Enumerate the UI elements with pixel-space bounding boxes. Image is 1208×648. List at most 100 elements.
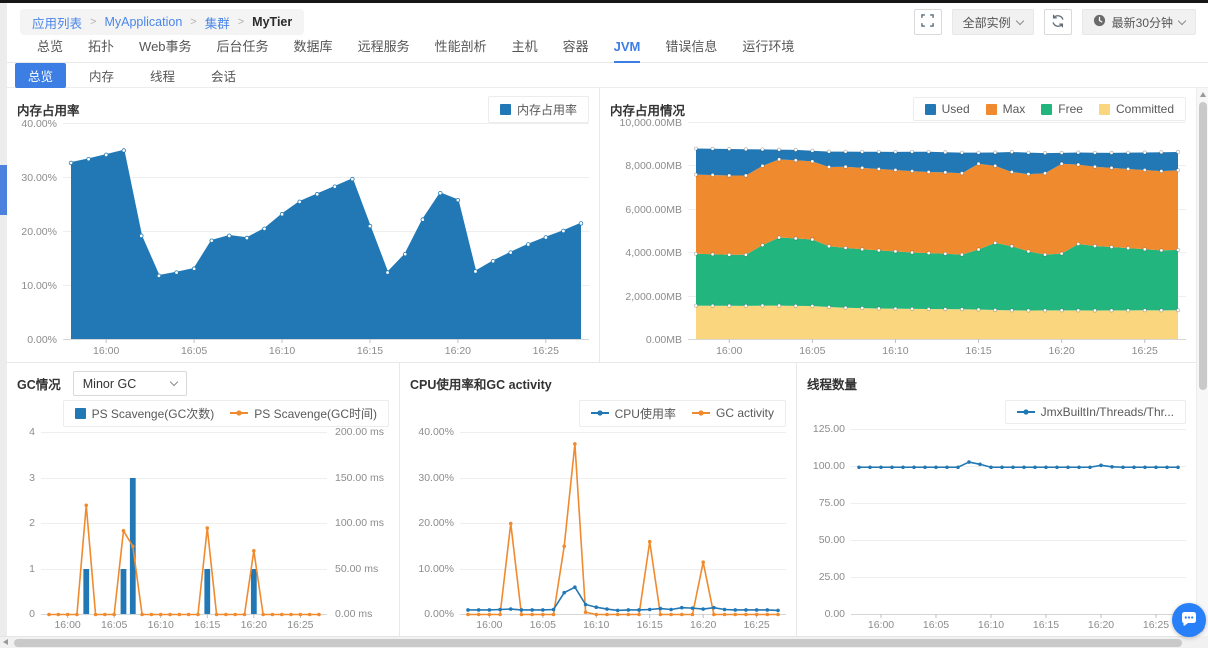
x-axis-label: 16:10 xyxy=(882,344,909,357)
y-axis-label: 4,000.00MB xyxy=(625,246,682,259)
tab-background-tasks[interactable]: 后台任务 xyxy=(216,39,269,54)
scrollbar-corner xyxy=(1196,636,1208,648)
scroll-left-arrow[interactable] xyxy=(3,639,8,645)
y-axis-label: 75.00 xyxy=(818,497,845,509)
legend-item-0[interactable]: 内存占用率 xyxy=(499,101,577,118)
legend-item-0[interactable]: CPU使用率 xyxy=(590,405,676,422)
subtab-threads[interactable]: 线程 xyxy=(150,69,176,84)
legend-label: CPU使用率 xyxy=(614,406,676,421)
refresh-button[interactable] xyxy=(1043,9,1072,35)
y-axis-label: 25.00 xyxy=(818,571,845,583)
jvm-subtab-bar: 总览 内存 线程 会话 xyxy=(7,62,1208,88)
chart-canvas xyxy=(851,428,1186,618)
legend-square-icon xyxy=(499,104,511,115)
legend-item-1[interactable]: Max xyxy=(985,102,1025,116)
tab-hosts[interactable]: 主机 xyxy=(511,39,538,54)
tab-topology[interactable]: 拓扑 xyxy=(88,39,115,54)
x-axis-label: 16:15 xyxy=(356,344,384,357)
time-range-selector[interactable]: 最新30分钟 xyxy=(1081,9,1196,35)
y-axis-right-label: 50.00 ms xyxy=(335,563,379,575)
x-axis-label: 16:10 xyxy=(147,619,174,631)
y-axis-left: 4 3 2 1 0 xyxy=(17,426,41,620)
y-axis-right: 200.00 ms 150.00 ms 100.00 ms 50.00 ms 0.00 … xyxy=(327,426,389,620)
horizontal-scroll-thumb[interactable] xyxy=(14,638,1182,647)
gc-chart: 4 3 2 1 0 16:00 16:05 16:10 16:15 16:20 16:25 200… xyxy=(17,426,389,631)
x-axis-label: 16:00 xyxy=(476,619,503,631)
chart-legend: 内存占用率 xyxy=(487,96,589,123)
y-axis-label: 8,000.00MB xyxy=(625,159,682,172)
plot-area: 16:00 16:05 16:10 16:15 16:20 16:25 xyxy=(63,123,589,357)
tab-web-transactions[interactable]: Web事务 xyxy=(139,39,192,54)
subtab-sessions[interactable]: 会话 xyxy=(211,69,237,84)
x-axis-label: 16:20 xyxy=(1048,344,1075,357)
memory-usage-rate-chart: 40.00% 30.00% 20.00% 10.00% 0.00% 16:00 16:05… xyxy=(17,118,589,357)
y-axis-label: 40.00% xyxy=(21,117,57,130)
legend-label: 内存占用率 xyxy=(516,103,577,117)
x-axis-label: 16:05 xyxy=(180,344,208,357)
vertical-scrollbar[interactable] xyxy=(1196,88,1208,636)
legend-item-3[interactable]: Committed xyxy=(1098,102,1174,116)
breadcrumb-cluster[interactable]: 集群 xyxy=(204,16,230,31)
legend-label: PS Scavenge(GC时间) xyxy=(254,406,377,421)
instance-selector[interactable]: 全部实例 xyxy=(951,9,1034,35)
legend-item-2[interactable]: Free xyxy=(1041,102,1083,116)
x-axis-label: 16:20 xyxy=(690,619,717,631)
left-scroll-thumb[interactable] xyxy=(0,165,7,215)
legend-label: JmxBuiltIn/Threads/Thr... xyxy=(1040,404,1174,419)
x-axis-label: 16:15 xyxy=(194,619,221,631)
tab-profiling[interactable]: 性能剖析 xyxy=(434,39,487,54)
x-axis-label: 16:15 xyxy=(1032,619,1060,631)
legend-line-icon xyxy=(230,410,249,416)
tab-runtime-env[interactable]: 运行环境 xyxy=(742,39,795,54)
legend-item-1[interactable]: PS Scavenge(GC时间) xyxy=(230,405,377,422)
y-axis-right-label: 200.00 ms xyxy=(335,426,385,438)
refresh-icon xyxy=(1051,14,1065,31)
chart-canvas xyxy=(688,122,1186,343)
y-axis-label: 30.00% xyxy=(418,472,454,484)
instance-selector-label: 全部实例 xyxy=(962,15,1011,30)
tab-database[interactable]: 数据库 xyxy=(293,39,333,54)
plot-area: 16:00 16:05 16:10 16:15 16:20 16:25 xyxy=(460,431,786,631)
window-top-edge xyxy=(0,0,1208,3)
legend-item-0[interactable]: PS Scavenge(GC次数) xyxy=(74,405,215,422)
y-axis-label: 100.00 xyxy=(812,460,845,472)
cpu-gc-activity-chart: 40.00% 30.00% 20.00% 10.00% 0.00% 16:00 16:05… xyxy=(410,426,786,631)
tab-jvm[interactable]: JVM xyxy=(613,39,641,63)
y-axis-label: 10.00% xyxy=(21,279,57,292)
tab-overview[interactable]: 总览 xyxy=(37,39,64,54)
legend-label: PS Scavenge(GC次数) xyxy=(91,406,215,421)
x-axis-label: 16:10 xyxy=(977,619,1005,631)
breadcrumb-application[interactable]: MyApplication xyxy=(104,15,183,29)
tab-errors[interactable]: 错误信息 xyxy=(665,39,718,54)
charts-row-top: 内存占用率 内存占用率 40.00% 30.00% 20.00% 10.00% 0.00… xyxy=(7,88,1196,363)
gc-type-select[interactable]: Minor GC xyxy=(72,371,187,396)
y-axis-label: 20.00% xyxy=(418,517,454,529)
legend-item-0[interactable]: Used xyxy=(924,102,970,116)
scroll-up-arrow[interactable] xyxy=(1199,92,1206,97)
tab-remote-services[interactable]: 远程服务 xyxy=(357,39,410,54)
tab-containers[interactable]: 容器 xyxy=(562,39,589,54)
subtab-memory[interactable]: 内存 xyxy=(89,69,115,84)
panel-memory-usage-detail: 内存占用情况 Used Max Free Committed 10,000.00MB 8… xyxy=(600,88,1196,362)
horizontal-scrollbar[interactable] xyxy=(0,636,1208,648)
breadcrumb-app-list[interactable]: 应用列表 xyxy=(32,16,83,31)
fullscreen-icon xyxy=(921,14,934,30)
plot-area: 16:00 16:05 16:10 16:15 16:20 16:25 xyxy=(688,122,1186,357)
vertical-scroll-thumb[interactable] xyxy=(1198,102,1207,390)
legend-item-0[interactable]: JmxBuiltIn/Threads/Thr... xyxy=(1016,404,1174,419)
clock-icon xyxy=(1093,14,1106,30)
fullscreen-button[interactable] xyxy=(913,9,942,35)
x-axis-label: 16:25 xyxy=(532,344,559,357)
legend-line-icon xyxy=(691,410,710,416)
subtab-overview[interactable]: 总览 xyxy=(15,62,67,88)
breadcrumb: 应用列表 > MyApplication > 集群 > MyTier xyxy=(20,9,305,35)
chart-canvas xyxy=(63,123,589,343)
chat-support-button[interactable] xyxy=(1172,603,1206,637)
y-axis-label: 20.00% xyxy=(21,225,57,238)
breadcrumb-current-tier: MyTier xyxy=(252,15,293,29)
x-axis-label: 16:10 xyxy=(268,344,296,357)
chart-legend: PS Scavenge(GC次数) PS Scavenge(GC时间) xyxy=(62,399,389,427)
legend-item-1[interactable]: GC activity xyxy=(691,406,774,420)
legend-label: GC activity xyxy=(715,406,774,420)
y-axis-right-label: 150.00 ms xyxy=(335,472,385,484)
